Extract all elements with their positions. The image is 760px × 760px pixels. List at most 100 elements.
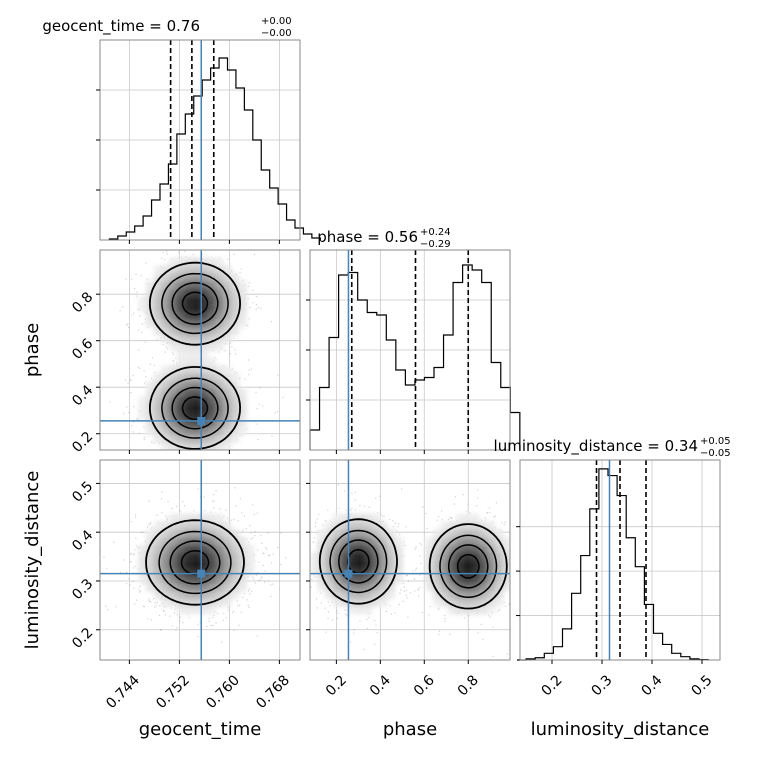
density-phase-distance-heat-cell xyxy=(356,598,365,607)
density-geocent-time-distance-heat-cell xyxy=(146,529,155,538)
phase-x-label: 0.4 xyxy=(367,672,394,699)
density-geocent-time-distance-heat-cell xyxy=(138,575,147,584)
density-phase-distance-heat-cell xyxy=(486,521,496,530)
density-geocent-time-phase-heat-cell xyxy=(207,311,216,320)
density-phase-distance-heat-cell xyxy=(463,552,473,561)
density-phase-distance-heat-cell xyxy=(479,560,488,569)
density-geocent-time-phase-heat-cell xyxy=(138,411,147,420)
density-geocent-time-phase-heat-cell xyxy=(215,396,224,405)
density-geocent-time-phase-heat-cell xyxy=(153,273,163,282)
density-geocent-time-phase-heat-cell xyxy=(146,426,155,436)
density-geocent-time-phase-heat-cell xyxy=(169,434,178,443)
density-phase-distance-heat-cell xyxy=(463,606,473,615)
density-geocent-time-distance-heat-cell xyxy=(207,567,216,576)
density-geocent-time-distance-heat-cell xyxy=(238,575,247,584)
density-geocent-time-phase-heat-cell xyxy=(238,388,247,397)
density-phase-distance-heat-cell xyxy=(371,544,380,553)
density-geocent-time-phase-heat-cell xyxy=(161,365,170,374)
density-geocent-time-distance-heat-cell xyxy=(176,552,186,561)
density-geocent-time-distance-heat-cell xyxy=(200,529,209,538)
x-axis-label-geocent-time: geocent_time xyxy=(139,719,262,740)
density-geocent-time-phase-heat-cell xyxy=(207,396,216,405)
density-phase-distance-heat-cell xyxy=(479,583,488,592)
density-phase-distance-heat-cell xyxy=(448,567,457,576)
density-phase-distance-heat-cell xyxy=(348,544,357,553)
density-geocent-time-phase-heat-cell xyxy=(215,365,224,374)
density-geocent-time-distance-heat-cell xyxy=(184,567,193,576)
density-geocent-time-phase-heat-cell xyxy=(192,296,201,305)
density-geocent-time-distance-heat-cell xyxy=(192,567,201,576)
density-phase-distance-heat-cell xyxy=(371,590,380,600)
geocent-time-x-label: 0.752 xyxy=(153,672,193,712)
density-geocent-time-distance-heat-cell xyxy=(223,583,232,592)
density-geocent-time-phase-heat-cell xyxy=(192,365,201,374)
density-phase-distance-heat-cell xyxy=(363,606,373,615)
density-geocent-time-phase-heat-cell xyxy=(192,350,201,359)
density-geocent-time-distance-heat-cell xyxy=(200,583,209,592)
density-phase-distance-heat-cell xyxy=(317,583,326,592)
density-geocent-time-phase-heat-cell xyxy=(161,311,170,320)
density-phase-distance-heat-cell xyxy=(440,536,450,546)
density-phase-distance-heat-cell xyxy=(463,529,473,538)
density-phase-distance-heat-cell xyxy=(356,606,365,615)
density-geocent-time-phase-heat-cell xyxy=(200,388,209,397)
density-phase-distance-heat-cell xyxy=(425,575,434,584)
density-geocent-time-phase-truth xyxy=(100,250,300,450)
density-phase-distance-heat-cell xyxy=(486,560,496,569)
density-geocent-time-distance-heat-cell xyxy=(192,560,201,569)
density-geocent-time-distance-heat-cell xyxy=(200,560,209,569)
density-phase-distance-heat-cell xyxy=(425,583,434,592)
density-phase-distance-heat-cell xyxy=(333,567,342,576)
density-geocent-time-distance-heat-cell xyxy=(176,513,186,523)
density-phase-distance-heat-cell xyxy=(363,544,373,553)
density-geocent-time-distance-heat-cell xyxy=(169,521,178,530)
density-phase-distance-heat-cell xyxy=(363,590,373,600)
density-phase-distance-heat-cell xyxy=(356,567,365,576)
density-phase-distance-heat-cell xyxy=(333,513,342,523)
density-phase-distance-heat-cell xyxy=(471,544,480,553)
density-phase-distance-heat-cell xyxy=(371,552,380,561)
density-geocent-time-phase-heat-cell xyxy=(215,419,224,428)
density-phase-distance-heat-cell xyxy=(494,590,503,600)
density-phase-distance-heat-cell xyxy=(386,529,396,538)
density-geocent-time-distance-heat-cell xyxy=(192,583,201,592)
density-geocent-time-phase-heat-cell xyxy=(230,434,240,443)
density-geocent-time-distance-contour xyxy=(145,519,245,606)
density-geocent-time-phase-heat-cell xyxy=(184,273,193,282)
density-geocent-time-phase-heat-cell xyxy=(176,265,186,274)
density-phase-distance-heat-cell xyxy=(317,536,326,546)
phase-y-label: 0.8 xyxy=(69,289,96,316)
density-geocent-time-phase-heat-cell xyxy=(161,403,170,413)
density-phase-distance-heat-cell xyxy=(440,590,450,600)
density-geocent-time-phase-heat-cell xyxy=(169,319,178,328)
hist-geocent-time-step xyxy=(108,57,321,240)
density-geocent-time-phase-heat-cell xyxy=(192,419,201,428)
density-geocent-time-phase-heat-cell xyxy=(200,403,209,413)
density-geocent-time-distance-heat-cell xyxy=(161,583,170,592)
density-phase-distance-heat-cell xyxy=(363,536,373,546)
density-geocent-time-phase-heat-cell xyxy=(207,288,216,297)
density-geocent-time-phase-heat-cell xyxy=(207,319,216,328)
density-geocent-time-phase-heat-cell xyxy=(200,380,209,390)
density-phase-distance-heat-cell xyxy=(486,567,496,576)
density-geocent-time-distance-heat-cell xyxy=(169,560,178,569)
density-geocent-time-phase-heat-cell xyxy=(215,373,224,382)
density-geocent-time-distance-heat-cell xyxy=(184,552,193,561)
density-geocent-time-phase-heat-cell xyxy=(192,334,201,343)
density-geocent-time-phase-heat-cell xyxy=(176,403,186,413)
density-geocent-time-phase-heat-cell xyxy=(153,296,163,305)
density-geocent-time-phase-heat-cell xyxy=(184,303,193,313)
density-phase-distance-heat-cell xyxy=(325,575,334,584)
density-phase-distance-heat-cell xyxy=(333,598,342,607)
density-geocent-time-phase-heat-cell xyxy=(161,426,170,436)
density-geocent-time-distance-heat-cell xyxy=(169,575,178,584)
density-geocent-time-phase-heat-cell xyxy=(200,265,209,274)
density-geocent-time-phase-heat-cell xyxy=(176,311,186,320)
density-geocent-time-phase-heat-cell xyxy=(161,273,170,282)
density-geocent-time-distance-heat-cell xyxy=(223,598,232,607)
density-phase-distance-heat-cell xyxy=(494,560,503,569)
density-geocent-time-phase-heat-cell xyxy=(184,373,193,382)
density-geocent-time-distance-heat-cell xyxy=(184,513,193,523)
density-geocent-time-distance-heat-cell xyxy=(230,575,240,584)
